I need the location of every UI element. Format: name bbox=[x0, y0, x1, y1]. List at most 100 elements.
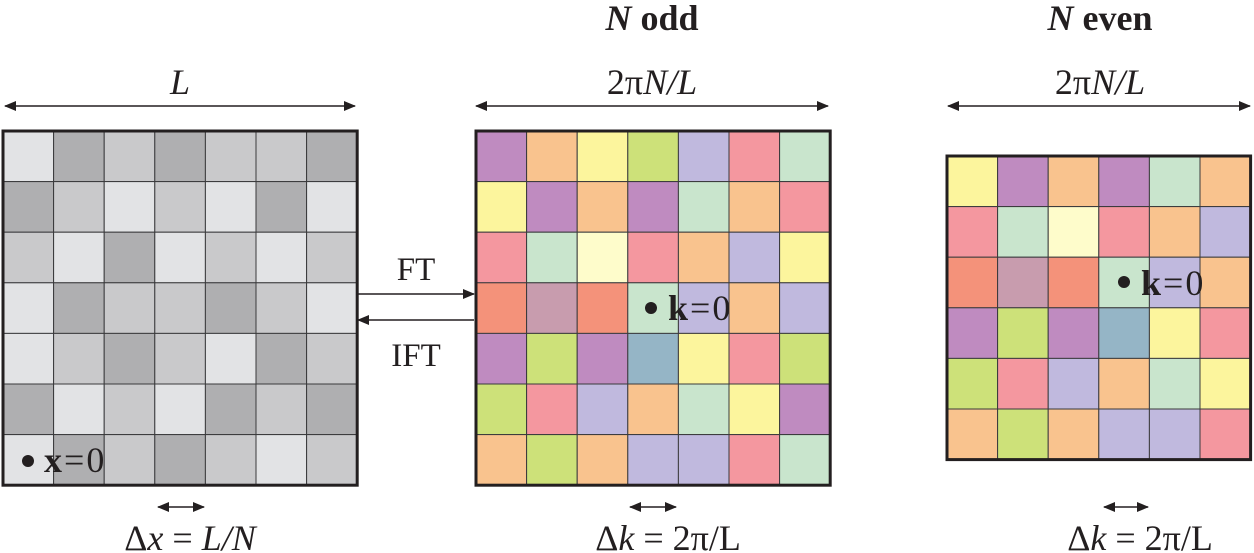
k-even-grid-cell bbox=[997, 408, 1049, 461]
k-even-spacing-label: Δk = 2π/L bbox=[1067, 518, 1213, 553]
k-even-grid-cell bbox=[946, 155, 999, 208]
k-even-grid-cell bbox=[1047, 357, 1100, 410]
real-origin-label: x=0 bbox=[44, 440, 104, 480]
real-origin-dot bbox=[22, 455, 34, 467]
k-odd-spacing-label: Δk = 2π/L bbox=[595, 518, 741, 553]
k-odd-grid-cell bbox=[576, 434, 629, 486]
real-grid-cell bbox=[255, 181, 308, 233]
real-grid-cell bbox=[306, 332, 358, 385]
k-odd-grid-cell bbox=[627, 434, 679, 486]
real-grid-cell bbox=[103, 181, 156, 233]
k-odd-grid-cell bbox=[627, 231, 679, 284]
k-odd-grid-cell bbox=[576, 181, 629, 233]
k-even-grid-cell bbox=[1199, 357, 1252, 410]
real-grid-border bbox=[1, 129, 359, 487]
real-grid-cell bbox=[204, 434, 257, 486]
k-odd-grid-cell bbox=[576, 282, 629, 334]
k-even-grid-cell bbox=[1199, 307, 1252, 359]
k-odd-grid-cell bbox=[728, 332, 781, 385]
real-grid-cell bbox=[53, 130, 105, 183]
k-odd-grid-cell bbox=[526, 434, 578, 486]
k-even-grid-cell bbox=[1199, 206, 1252, 258]
k-even-grid-cell bbox=[997, 155, 1049, 208]
k-odd-grid-cell bbox=[475, 383, 528, 436]
k-odd-grid-cell bbox=[779, 332, 831, 385]
k-odd-grid-cell bbox=[779, 130, 831, 183]
k-even-origin-label: k=0 bbox=[1141, 263, 1203, 303]
real-grid-cell bbox=[103, 130, 156, 183]
ft-label: FT bbox=[397, 252, 436, 288]
k-odd-grid-cell bbox=[526, 332, 578, 385]
real-grid-cell bbox=[103, 231, 156, 284]
k-odd-grid-cell bbox=[677, 434, 730, 486]
k-even-grid-cell bbox=[946, 206, 999, 258]
ift-label: IFT bbox=[391, 338, 441, 374]
real-grid-cell bbox=[154, 282, 206, 334]
k-odd-grid-cell bbox=[576, 383, 629, 436]
k-odd-grid-cell bbox=[728, 282, 781, 334]
k-even-origin-dot bbox=[1118, 276, 1130, 288]
k-even-grid-cell bbox=[1047, 307, 1100, 359]
k-even-grid-cell bbox=[1148, 357, 1201, 410]
k-even-grid-cell bbox=[1199, 155, 1252, 208]
real-grid-cell bbox=[154, 332, 206, 385]
k-even-grid-cell bbox=[1199, 256, 1252, 309]
real-grid-cell bbox=[2, 332, 55, 385]
k-odd-grid-cell bbox=[475, 181, 528, 233]
real-grid-cell bbox=[53, 434, 105, 486]
k-even-width-label: 2πN/L bbox=[1055, 62, 1145, 102]
k-even-grid-cell bbox=[1148, 155, 1201, 208]
k-odd-grid-cell bbox=[779, 383, 831, 436]
k-odd-grid-cell bbox=[627, 181, 679, 233]
k-even-grid-cell bbox=[1047, 408, 1100, 461]
k-even-grid-cell bbox=[1098, 307, 1150, 359]
k-even-grid-cell bbox=[946, 357, 999, 410]
k-odd-grid-cell bbox=[576, 130, 629, 183]
k-even-grid-cell bbox=[1047, 206, 1100, 258]
real-grid-cell bbox=[154, 231, 206, 284]
real-grid-cell bbox=[2, 130, 55, 183]
k-odd-grid-cell bbox=[526, 282, 578, 334]
real-grid-cell bbox=[255, 282, 308, 334]
real-grid-cell bbox=[204, 181, 257, 233]
k-odd-grid-cell bbox=[728, 383, 781, 436]
k-even-grid-cell bbox=[997, 307, 1049, 359]
k-odd-grid-cell bbox=[475, 231, 528, 284]
k-even-grid-cell bbox=[1047, 256, 1100, 309]
real-grid-cell bbox=[2, 231, 55, 284]
k-odd-grid-cell bbox=[779, 181, 831, 233]
title-n-odd: N odd bbox=[604, 0, 698, 38]
real-grid-cell bbox=[204, 130, 257, 183]
k-odd-grid-cell bbox=[779, 231, 831, 284]
real-grid-cell bbox=[255, 130, 308, 183]
k-even-grid-cell bbox=[946, 307, 999, 359]
real-grid-cell bbox=[53, 282, 105, 334]
k-odd-grid-cell bbox=[526, 181, 578, 233]
real-grid-cell bbox=[53, 231, 105, 284]
real-grid-cell bbox=[204, 231, 257, 284]
k-odd-grid-cell bbox=[475, 282, 528, 334]
k-odd-grid-cell bbox=[728, 231, 781, 284]
real-grid-cell bbox=[306, 434, 358, 486]
real-grid-cell bbox=[103, 434, 156, 486]
k-even-grid-cell bbox=[1098, 155, 1150, 208]
k-odd-grid-cell bbox=[728, 434, 781, 486]
real-grid-cell bbox=[255, 332, 308, 385]
k-even-grid-cell bbox=[946, 256, 999, 309]
k-odd-grid-cell bbox=[475, 332, 528, 385]
k-odd-grid-cell bbox=[475, 434, 528, 486]
real-grid-cell bbox=[154, 130, 206, 183]
k-odd-grid-cell bbox=[576, 332, 629, 385]
k-even-grid-cell bbox=[997, 256, 1049, 309]
real-grid-cell bbox=[53, 181, 105, 233]
real-spacing-label: Δx = L/N bbox=[124, 518, 257, 553]
k-odd-origin-label: k=0 bbox=[668, 288, 730, 328]
real-grid-cell bbox=[154, 434, 206, 486]
real-grid-cell bbox=[306, 181, 358, 233]
real-grid-cell bbox=[306, 383, 358, 436]
k-odd-origin-dot bbox=[645, 302, 657, 314]
real-grid-cell bbox=[204, 383, 257, 436]
k-odd-grid-cell bbox=[627, 130, 679, 183]
k-odd-grid-cell bbox=[526, 130, 578, 183]
